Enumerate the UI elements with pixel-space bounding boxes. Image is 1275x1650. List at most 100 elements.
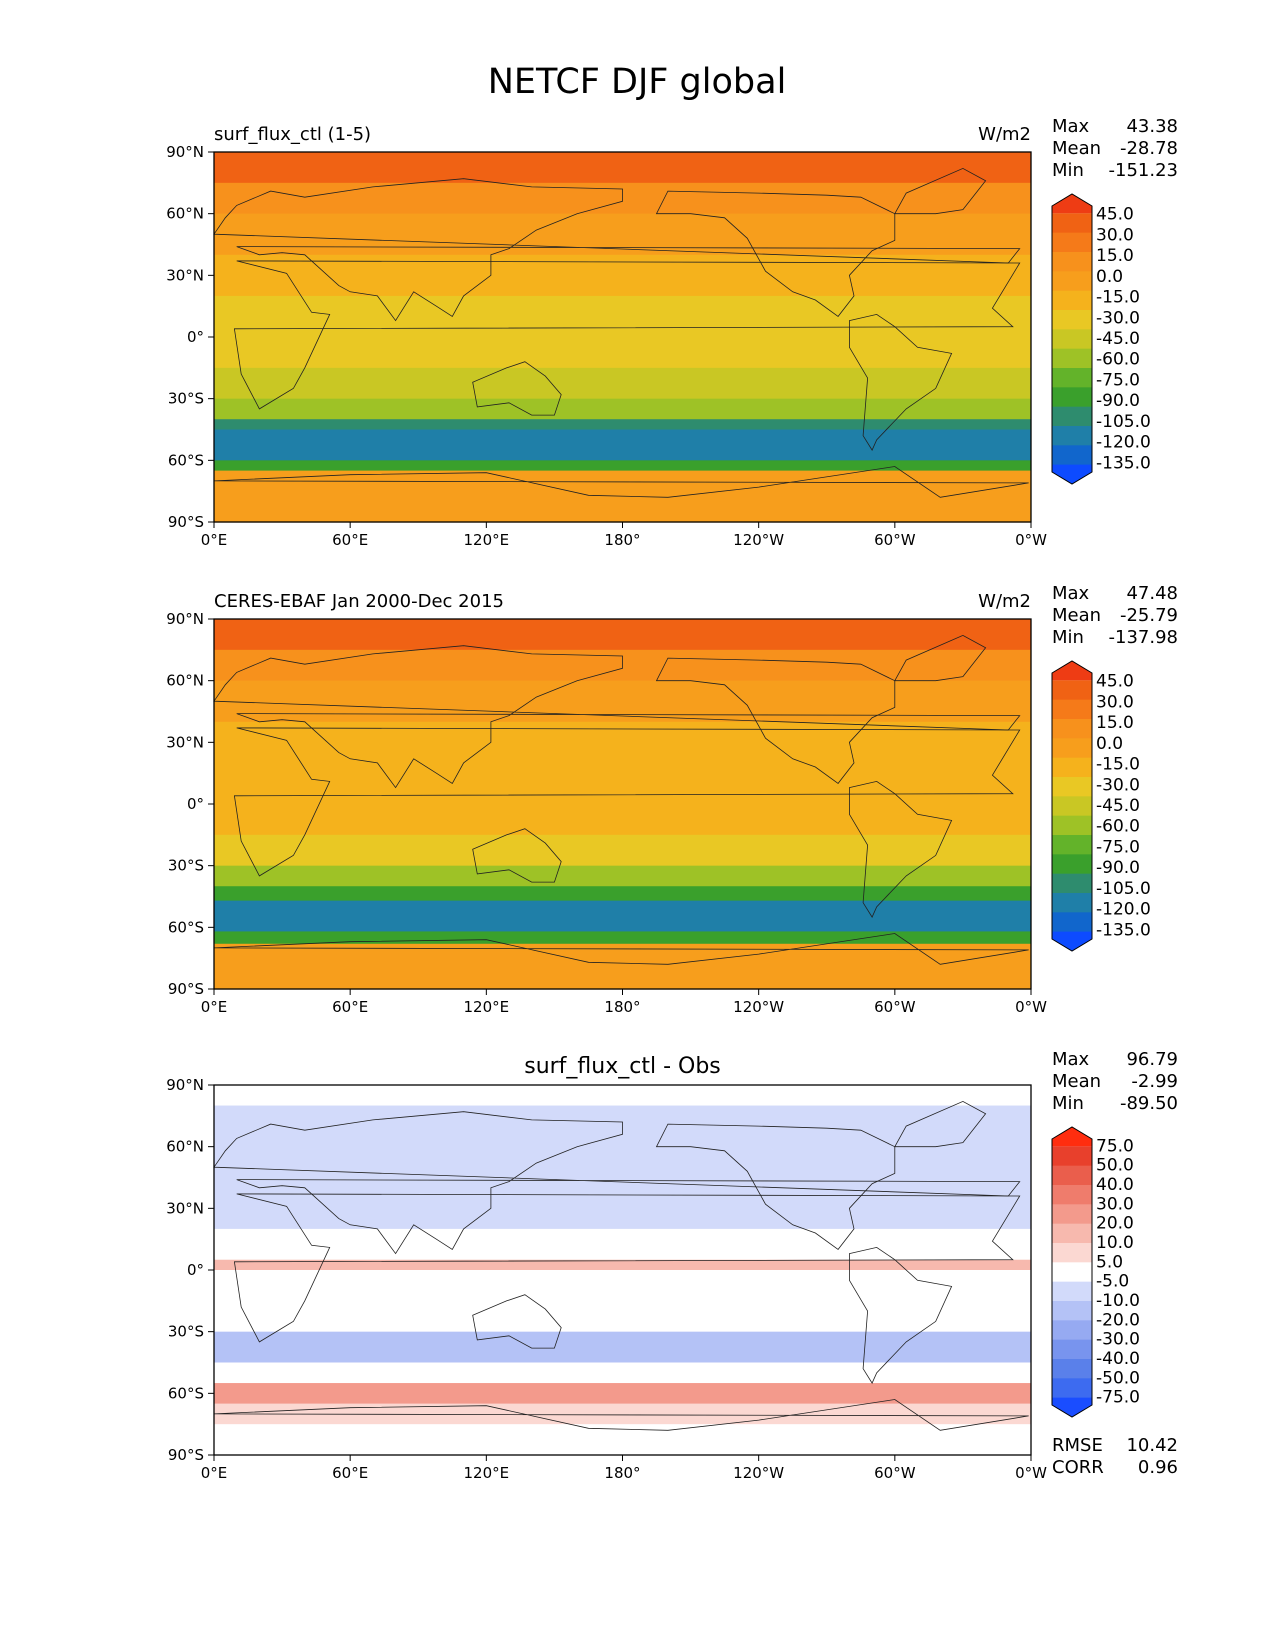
coastline (655, 1123, 896, 1250)
coastline (849, 313, 953, 451)
stat-value: 96.79 (1126, 1049, 1178, 1070)
colorbar-swatch (1052, 290, 1092, 311)
colorbar-label: -40.0 (1096, 1349, 1140, 1369)
map-band (214, 337, 1031, 369)
x-tick-label: 120°E (464, 531, 510, 549)
colorbar-swatch (1052, 912, 1092, 933)
colorbar-label: -15.0 (1096, 288, 1140, 308)
coastline (213, 1399, 1029, 1431)
y-tick-label: 0° (187, 328, 204, 346)
colorbar-label: -75.0 (1096, 370, 1140, 390)
coastline (849, 1246, 953, 1384)
stat-label: RMSE (1052, 1435, 1103, 1456)
panel-title: CERES-EBAF Jan 2000-Dec 2015 (214, 591, 504, 612)
colorbar-label: -75.0 (1096, 837, 1140, 857)
colorbar-swatch (1052, 368, 1092, 388)
colorbar-swatch (1052, 1204, 1092, 1225)
colorbar-label: 5.0 (1096, 1252, 1123, 1272)
coastline (894, 1100, 987, 1148)
colorbar-swatch (1052, 699, 1092, 720)
colorbar-swatch (1052, 1223, 1092, 1244)
colorbar-label: -30.0 (1096, 775, 1140, 795)
colorbar-label: -30.0 (1096, 1330, 1140, 1350)
colorbar-swatch (1052, 815, 1092, 836)
x-tick-label: 120°E (464, 998, 510, 1016)
colorbar-swatch (1052, 873, 1092, 894)
colorbar-label: 40.0 (1096, 1175, 1134, 1195)
map-band (214, 429, 1031, 461)
colorbar-label: -60.0 (1096, 817, 1140, 837)
coastline (213, 466, 1029, 498)
y-tick-label: 0° (187, 1261, 204, 1279)
colorbar-label: -5.0 (1096, 1272, 1129, 1292)
colorbar-label: 50.0 (1096, 1156, 1134, 1176)
map-band (214, 1228, 1031, 1261)
colorbar-label: 75.0 (1096, 1136, 1134, 1156)
map-band (214, 931, 1031, 945)
colorbar-label: -120.0 (1096, 900, 1151, 920)
colorbar-label: 30.0 (1096, 692, 1134, 712)
stat-value: 0.96 (1138, 1457, 1178, 1478)
colorbar-label: 0.0 (1096, 734, 1123, 754)
colorbar-outline (1051, 660, 1093, 952)
stat-value: 10.42 (1126, 1435, 1178, 1456)
x-tick-label: 0°W (1015, 998, 1047, 1016)
coastline (233, 727, 1021, 877)
colorbar-label: -90.0 (1096, 391, 1140, 411)
y-tick-label: 60°S (168, 451, 204, 469)
x-tick-label: 0°W (1015, 1464, 1047, 1482)
colorbar-swatch (1052, 757, 1092, 778)
colorbar-swatch (1052, 213, 1092, 234)
stat-value: -89.50 (1120, 1093, 1178, 1114)
colorbar-swatch (1052, 738, 1092, 759)
x-tick-label: 60°E (332, 1464, 368, 1482)
x-tick-label: 0°E (201, 531, 228, 549)
colorbar-label: 30.0 (1096, 1194, 1134, 1214)
map-band (214, 943, 1031, 990)
colorbar-swatch (1052, 445, 1092, 466)
colorbar-label: 15.0 (1096, 246, 1134, 266)
x-tick-label: 0°E (201, 998, 228, 1016)
colorbar-label: -15.0 (1096, 755, 1140, 775)
stat-label: Min (1052, 1093, 1084, 1114)
colorbar-swatch (1052, 1146, 1092, 1167)
colorbar-swatch (1052, 310, 1092, 330)
colorbar-label: -20.0 (1096, 1310, 1140, 1330)
x-tick-label: 60°E (332, 998, 368, 1016)
x-tick-label: 120°W (733, 1464, 784, 1482)
stat-label: Max (1052, 116, 1090, 137)
x-tick-label: 180° (604, 531, 640, 549)
colorbar-swatch (1052, 406, 1092, 427)
stat-label: Mean (1052, 605, 1101, 626)
map-panel-1: 0°E 60°E 120°E 180° 120°W 60°W 0°W 90°N 60°N 30°N… (166, 116, 1178, 549)
colorbar-outline (1051, 1126, 1093, 1418)
map-band (214, 900, 1031, 933)
colorbar-swatch (1052, 893, 1092, 913)
stat-value: 47.48 (1126, 583, 1178, 604)
figure-title: NETCF DJF global (488, 62, 787, 102)
stat-label: Max (1052, 1049, 1090, 1070)
coastline (213, 645, 1021, 789)
colorbar-swatch (1052, 329, 1092, 350)
colorbar-swatch (1052, 796, 1092, 817)
colorbar-swatch (1052, 1281, 1092, 1302)
coastline (655, 657, 896, 784)
colorbar-swatch (1052, 232, 1092, 253)
colorbar-swatch (1052, 426, 1092, 446)
y-tick-label: 30°S (168, 1323, 204, 1341)
colorbar-swatch (1052, 1243, 1092, 1263)
colorbar-extend-bottom (1052, 931, 1092, 951)
colorbar-label: -45.0 (1096, 329, 1140, 349)
x-tick-label: 0°W (1015, 531, 1047, 549)
coastline (655, 190, 896, 317)
y-tick-label: 90°S (168, 980, 204, 998)
map-band (214, 1085, 1031, 1107)
map-band (214, 1362, 1031, 1384)
stat-value: -137.98 (1109, 627, 1178, 648)
panel-title: surf_flux_ctl (1-5) (214, 124, 371, 145)
coastline (472, 828, 562, 883)
colorbar-label: 15.0 (1096, 713, 1134, 733)
colorbar-swatch (1052, 1359, 1092, 1379)
map-band (214, 619, 1031, 651)
colorbar-label: -135.0 (1096, 453, 1151, 473)
